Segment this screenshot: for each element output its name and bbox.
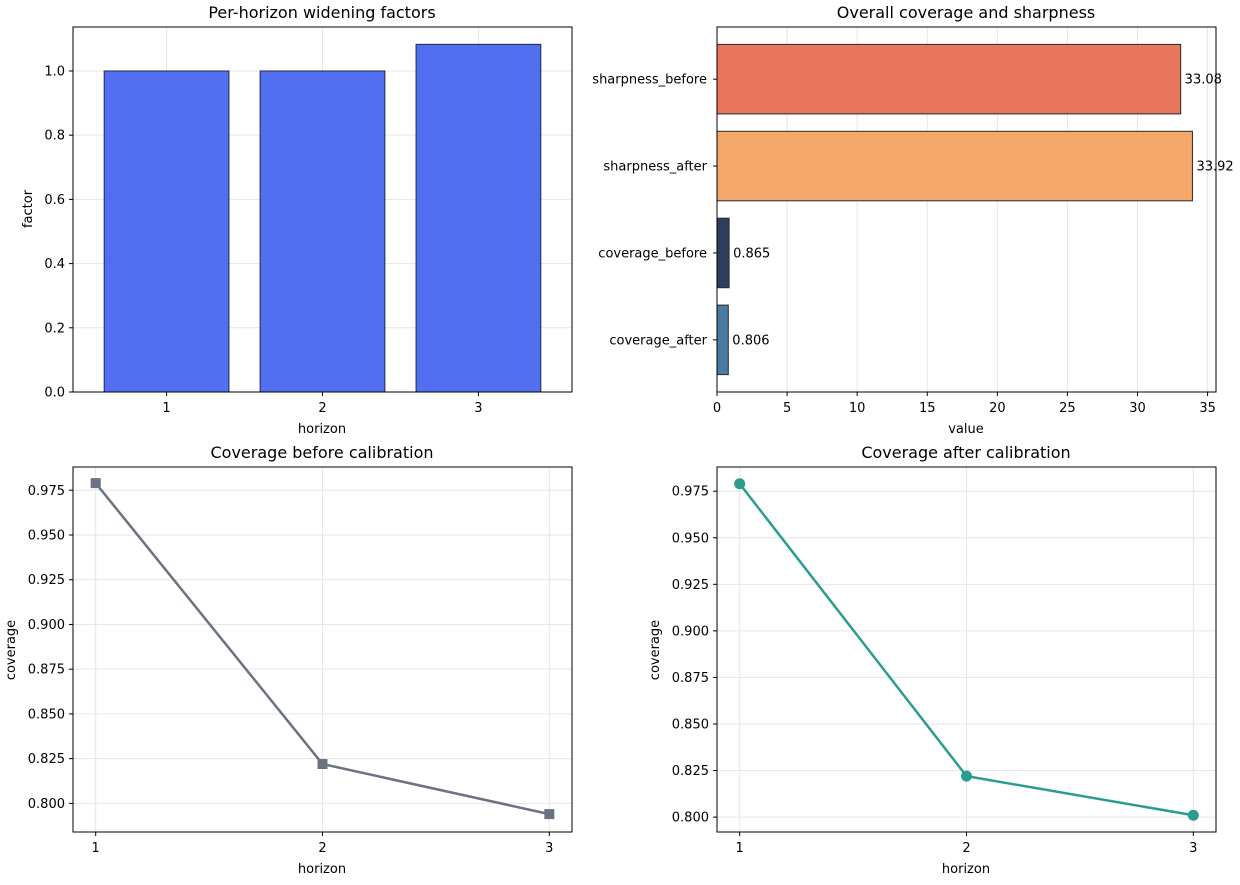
bar: [415, 43, 542, 393]
x-tick-label: 1: [162, 401, 170, 416]
y-tick-label: 0.875: [672, 671, 709, 686]
x-tick-label: 35: [1199, 401, 1216, 416]
y-tick-label: coverage_before: [598, 246, 707, 261]
data-label: 33.92: [1196, 160, 1233, 175]
x-tick-label: 10: [849, 401, 866, 416]
x-tick-label: 2: [962, 841, 970, 856]
data-label: 33.08: [1185, 73, 1222, 88]
x-axis-label: horizon: [298, 422, 346, 437]
x-tick-label: 30: [1129, 401, 1146, 416]
x-axis-label: value: [948, 422, 984, 437]
y-tick-label: 0.800: [28, 797, 65, 812]
bar: [716, 217, 730, 289]
y-tick-label: sharpness_after: [603, 160, 707, 175]
data-point: [317, 759, 328, 770]
x-tick-label: 1: [92, 841, 100, 856]
x-tick-label: 20: [989, 401, 1006, 416]
y-tick-label: 0.850: [672, 717, 709, 732]
y-tick-label: 0.950: [672, 531, 709, 546]
y-tick-label: 0.8: [44, 129, 65, 144]
y-tick-label: 0.900: [28, 618, 65, 633]
chart-title: Coverage after calibration: [861, 443, 1070, 462]
x-tick-label: 2: [318, 841, 326, 856]
x-tick-label: 1: [736, 841, 744, 856]
y-tick-label: 0.975: [672, 485, 709, 500]
y-tick-label: 0.950: [28, 528, 65, 543]
y-tick-label: 0.2: [44, 321, 65, 336]
y-axis-label: coverage: [648, 620, 663, 680]
y-tick-label: 0.800: [672, 811, 709, 826]
x-tick-label: 5: [783, 401, 791, 416]
y-tick-label: 0.0: [44, 386, 65, 401]
data-point: [961, 770, 972, 782]
x-axis-label: horizon: [298, 862, 346, 877]
chart-widening-factors: Per-horizon widening factors 0.0 0.2 0.4 0.…: [21, 3, 573, 437]
x-tick-label: 15: [919, 401, 936, 416]
y-tick-label: 0.875: [28, 663, 65, 678]
y-tick-label: sharpness_before: [592, 73, 707, 88]
y-tick-label: 0.825: [672, 764, 709, 779]
bar: [259, 70, 386, 393]
data-label: 0.806: [732, 333, 769, 348]
data-point: [734, 478, 746, 490]
data-point: [90, 478, 101, 489]
bar: [716, 304, 729, 376]
data-point: [544, 809, 555, 820]
y-tick-label: 0.825: [28, 752, 65, 767]
x-tick-label: 2: [318, 401, 326, 416]
bar: [103, 70, 230, 393]
y-tick-label: 0.925: [672, 578, 709, 593]
plot-frame: [716, 26, 1217, 393]
y-tick-label: 0.850: [28, 707, 65, 722]
data-point: [1187, 809, 1199, 821]
y-tick-label: coverage_after: [609, 333, 707, 348]
chart-overall-coverage-sharpness: Overall coverage and sharpness 33.08 33.9…: [592, 3, 1233, 437]
y-tick-label: 0.4: [44, 257, 65, 272]
y-axis-label: coverage: [4, 620, 19, 680]
y-tick-label: 0.6: [44, 193, 65, 208]
bar: [716, 130, 1193, 202]
x-tick-label: 25: [1059, 401, 1076, 416]
x-axis-label: horizon: [942, 862, 990, 877]
y-tick-label: 0.925: [28, 573, 65, 588]
x-tick-label: 3: [474, 401, 482, 416]
x-tick-label: 3: [545, 841, 553, 856]
y-tick-label: 0.975: [28, 484, 65, 499]
data-label: 0.865: [733, 246, 770, 261]
y-axis-label: factor: [21, 189, 36, 228]
y-tick-label: 0.900: [672, 624, 709, 639]
chart-title: Overall coverage and sharpness: [837, 3, 1096, 22]
chart-coverage-before: Coverage before calibration 0.800 0.825 0.…: [4, 443, 573, 877]
y-tick-label: 1.0: [44, 64, 65, 79]
x-tick-label: 3: [1189, 841, 1197, 856]
chart-coverage-after: Coverage after calibration 0.800 0.825 0.8…: [648, 443, 1217, 877]
x-tick-label: 0: [713, 401, 721, 416]
chart-title: Coverage before calibration: [211, 443, 434, 462]
bar: [716, 43, 1182, 115]
chart-title: Per-horizon widening factors: [208, 3, 435, 22]
